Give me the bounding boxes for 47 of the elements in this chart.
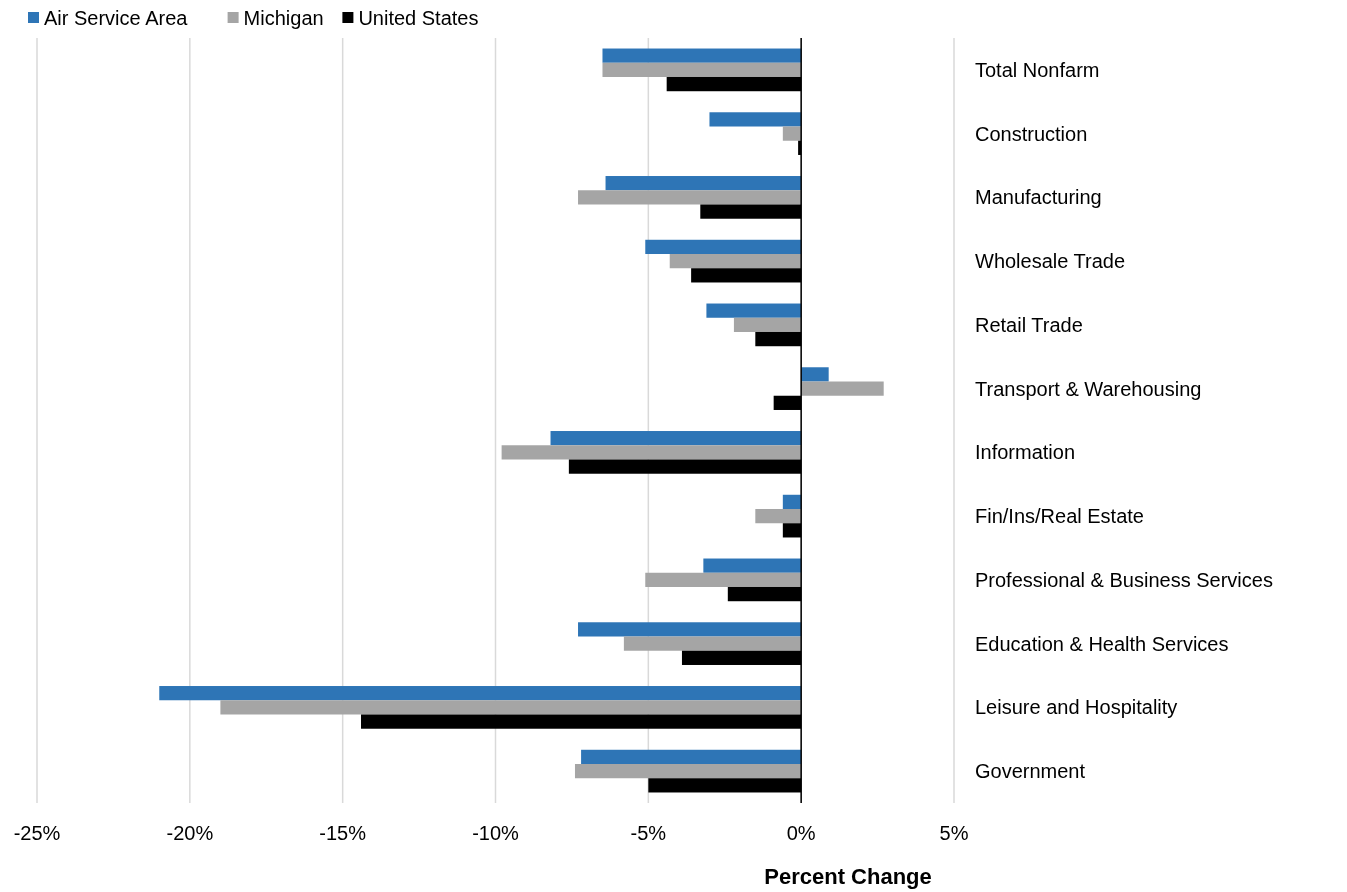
x-tick-label: -25% <box>13 822 61 844</box>
bar <box>706 303 802 318</box>
x-tick-label: 5% <box>939 822 969 844</box>
bar <box>602 62 802 77</box>
y-tick-label: Leisure and Hospitality <box>975 696 1178 719</box>
bar <box>669 254 802 269</box>
y-tick-label: Information <box>975 441 1076 464</box>
y-tick-label: Total Nonfarm <box>975 58 1100 81</box>
y-tick-label: Retail Trade <box>975 313 1083 336</box>
bar <box>578 190 802 205</box>
y-tick-label: Wholesale Trade <box>975 250 1126 273</box>
y-tick-label: Transport & Warehousing <box>975 377 1202 400</box>
bar <box>645 572 802 587</box>
bar <box>623 636 802 651</box>
bar <box>159 686 802 701</box>
bar <box>801 381 884 396</box>
bar <box>220 700 802 715</box>
bar <box>581 749 802 765</box>
y-tick-label: Manufacturing <box>975 186 1102 209</box>
x-tick-label: -15% <box>319 822 367 844</box>
x-axis-title: Percent Change <box>764 864 932 889</box>
bar <box>605 176 802 191</box>
bar <box>501 445 802 460</box>
bar <box>709 112 802 127</box>
y-tick-label: Professional & Business Services <box>975 568 1273 591</box>
legend-label: Michigan <box>243 7 324 29</box>
x-tick-label: 0% <box>786 822 816 844</box>
bar <box>755 509 802 524</box>
x-tick-label: -5% <box>630 822 667 844</box>
y-tick-label: Government <box>975 760 1086 783</box>
bar <box>578 622 802 637</box>
x-tick-label: -10% <box>472 822 520 844</box>
bar <box>782 494 802 510</box>
bar <box>574 764 802 779</box>
y-tick-label: Education & Health Services <box>975 632 1229 655</box>
bar <box>801 367 829 382</box>
legend-label: United States <box>358 7 479 29</box>
bar <box>703 558 802 573</box>
bar <box>645 239 802 255</box>
y-tick-label: Construction <box>975 122 1088 145</box>
y-tick-label: Fin/Ins/Real Estate <box>975 505 1144 528</box>
bar <box>782 126 802 141</box>
x-tick-label: -20% <box>166 822 214 844</box>
bar <box>602 48 802 63</box>
bar <box>733 317 802 332</box>
legend-label: Air Service Area <box>44 7 189 29</box>
bar <box>550 431 802 446</box>
